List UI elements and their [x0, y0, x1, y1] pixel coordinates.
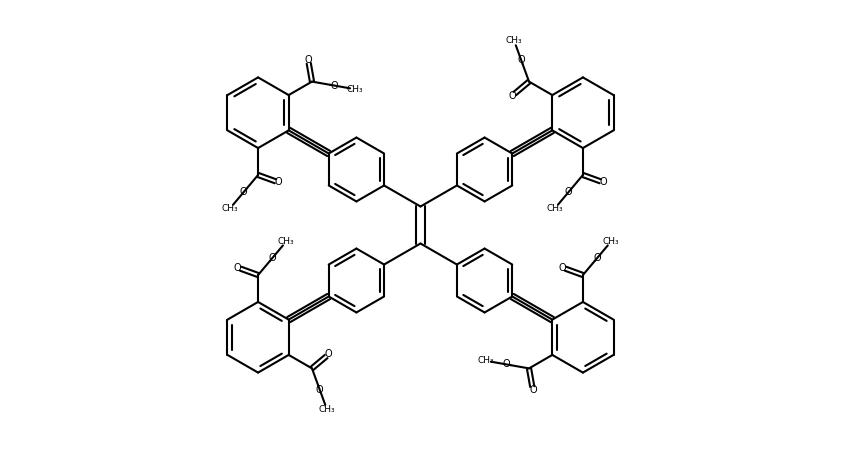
- Text: O: O: [509, 90, 516, 101]
- Text: O: O: [529, 385, 537, 395]
- Text: O: O: [269, 252, 277, 263]
- Text: O: O: [240, 187, 247, 198]
- Text: CH₃: CH₃: [603, 237, 619, 246]
- Text: CH₃: CH₃: [278, 237, 294, 246]
- Text: CH₃: CH₃: [505, 36, 522, 45]
- Text: O: O: [600, 177, 607, 188]
- Text: O: O: [275, 177, 283, 188]
- Text: CH₃: CH₃: [346, 85, 363, 94]
- Text: O: O: [517, 55, 525, 65]
- Text: O: O: [503, 360, 510, 369]
- Text: O: O: [594, 252, 601, 263]
- Text: O: O: [558, 262, 566, 273]
- Text: CH₃: CH₃: [222, 204, 238, 213]
- Text: CH₃: CH₃: [319, 405, 336, 414]
- Text: O: O: [304, 55, 312, 65]
- Text: O: O: [316, 385, 324, 395]
- Text: O: O: [331, 81, 338, 90]
- Text: CH₃: CH₃: [478, 356, 495, 365]
- Text: O: O: [234, 262, 241, 273]
- Text: O: O: [564, 187, 572, 198]
- Text: CH₃: CH₃: [547, 204, 563, 213]
- Text: O: O: [325, 349, 332, 360]
